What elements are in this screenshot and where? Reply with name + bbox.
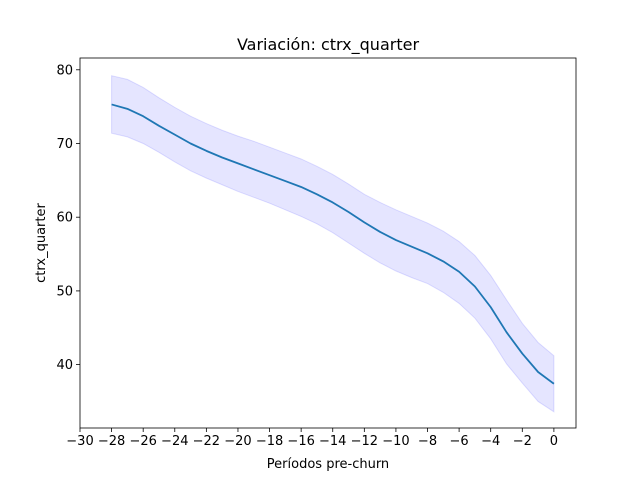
y-tick-label: 70 xyxy=(56,137,73,152)
y-tick-label: 50 xyxy=(56,284,73,299)
x-axis-label: Períodos pre-churn xyxy=(267,457,389,472)
y-axis-label: ctrx_quarter xyxy=(34,203,49,283)
x-tick-label: −8 xyxy=(418,434,437,449)
y-axis: 40 50 60 70 80 xyxy=(56,63,80,373)
x-tick-label: −6 xyxy=(450,434,469,449)
x-tick-label: −2 xyxy=(513,434,532,449)
x-tick-label: 0 xyxy=(550,434,558,449)
series-line xyxy=(111,103,555,385)
series-line-layer xyxy=(111,103,555,385)
confidence-band xyxy=(111,75,555,413)
y-tick-label: 40 xyxy=(56,358,73,373)
x-axis: −30 −28 −26 −24 −22 −20 −18 −16 −14 −12 −10 −8 −6 −4−… xyxy=(66,428,558,449)
x-tick-label: −28 xyxy=(98,434,125,449)
x-tick-label: −10 xyxy=(382,434,409,449)
x-tick-label: −30 xyxy=(66,434,93,449)
chart-title: Variación: ctrx_quarter xyxy=(237,35,419,55)
x-tick-label: −12 xyxy=(351,434,378,449)
x-tick-label: −24 xyxy=(161,434,188,449)
x-tick-label: −14 xyxy=(319,434,346,449)
x-tick-label: −22 xyxy=(193,434,220,449)
x-tick-label: −4 xyxy=(481,434,500,449)
x-tick-label: −26 xyxy=(129,434,156,449)
y-tick-label: 80 xyxy=(56,63,73,78)
plot-area-frame xyxy=(79,57,577,429)
confidence-band-layer xyxy=(111,75,555,413)
x-tick-label: −20 xyxy=(224,434,251,449)
x-tick-label: −18 xyxy=(256,434,283,449)
x-tick-label: −16 xyxy=(287,434,314,449)
y-tick-label: 60 xyxy=(56,211,73,226)
